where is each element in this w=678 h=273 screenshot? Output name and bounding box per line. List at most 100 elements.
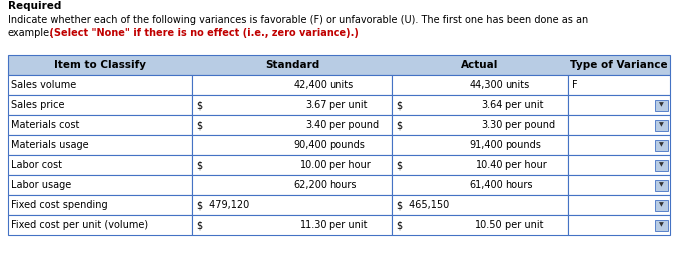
Text: 42,400: 42,400 [293, 80, 327, 90]
Text: 10.40: 10.40 [475, 160, 503, 170]
Text: per hour: per hour [329, 160, 371, 170]
Text: Materials cost: Materials cost [11, 120, 79, 130]
Text: Materials usage: Materials usage [11, 140, 89, 150]
Bar [192, 195, 392, 215]
Bar [568, 155, 670, 175]
Text: 3.64: 3.64 [481, 100, 503, 110]
Bar [192, 135, 392, 155]
Text: Sales price: Sales price [11, 100, 64, 110]
Bar [655, 99, 668, 111]
Text: 3.30: 3.30 [481, 120, 503, 130]
Text: $: $ [196, 100, 202, 110]
Text: Labor cost: Labor cost [11, 160, 62, 170]
Text: 479,120: 479,120 [206, 200, 250, 210]
Text: $: $ [196, 200, 202, 210]
Text: units: units [505, 80, 530, 90]
Bar [568, 115, 670, 135]
Bar [568, 175, 670, 195]
Bar [192, 155, 392, 175]
Text: pounds: pounds [505, 140, 541, 150]
Text: units: units [329, 80, 353, 90]
Text: Sales volume: Sales volume [11, 80, 76, 90]
Bar [392, 135, 568, 155]
Text: $: $ [396, 100, 402, 110]
Text: 465,150: 465,150 [406, 200, 450, 210]
Bar [8, 215, 192, 235]
Text: hours: hours [505, 180, 532, 190]
Bar [392, 95, 568, 115]
Bar [392, 115, 568, 135]
Bar [392, 175, 568, 195]
Text: F: F [572, 80, 578, 90]
Bar [655, 200, 668, 210]
Text: ▼: ▼ [659, 143, 664, 147]
Bar [655, 180, 668, 191]
Text: 10.50: 10.50 [475, 220, 503, 230]
Bar [192, 75, 392, 95]
Text: ▼: ▼ [659, 203, 664, 207]
Text: ▼: ▼ [659, 102, 664, 108]
Text: example.: example. [8, 28, 53, 38]
Text: per pound: per pound [505, 120, 555, 130]
Bar [655, 159, 668, 171]
Bar [8, 155, 192, 175]
Bar [568, 195, 670, 215]
Text: $: $ [196, 220, 202, 230]
Text: per unit: per unit [505, 100, 544, 110]
Bar [655, 120, 668, 130]
Text: per hour: per hour [505, 160, 546, 170]
Text: $: $ [396, 200, 402, 210]
Text: per unit: per unit [329, 220, 367, 230]
Text: 3.67: 3.67 [306, 100, 327, 110]
Text: Labor usage: Labor usage [11, 180, 71, 190]
Text: ▼: ▼ [659, 123, 664, 127]
Text: Standard: Standard [265, 60, 319, 70]
Text: 10.00: 10.00 [300, 160, 327, 170]
Text: ▼: ▼ [659, 162, 664, 168]
Text: $: $ [396, 220, 402, 230]
Bar [392, 195, 568, 215]
Bar [8, 135, 192, 155]
Text: 61,400: 61,400 [469, 180, 503, 190]
Text: ▼: ▼ [659, 182, 664, 188]
Text: $: $ [396, 120, 402, 130]
Bar [568, 135, 670, 155]
Bar [8, 175, 192, 195]
Text: pounds: pounds [329, 140, 365, 150]
Text: 90,400: 90,400 [294, 140, 327, 150]
Text: Required: Required [8, 1, 62, 11]
Text: per pound: per pound [329, 120, 379, 130]
Bar [568, 75, 670, 95]
Text: Indicate whether each of the following variances is favorable (F) or unfavorable: Indicate whether each of the following v… [8, 15, 589, 25]
Bar [392, 215, 568, 235]
Bar [8, 115, 192, 135]
Text: Type of Variance: Type of Variance [570, 60, 668, 70]
Text: hours: hours [329, 180, 357, 190]
Text: Item to Classify: Item to Classify [54, 60, 146, 70]
Text: 62,200: 62,200 [293, 180, 327, 190]
Bar [392, 75, 568, 95]
Text: 3.40: 3.40 [306, 120, 327, 130]
Text: $: $ [396, 160, 402, 170]
Text: $: $ [196, 160, 202, 170]
Text: 44,300: 44,300 [469, 80, 503, 90]
Text: Fixed cost per unit (volume): Fixed cost per unit (volume) [11, 220, 148, 230]
Text: per unit: per unit [505, 220, 544, 230]
Bar [8, 75, 192, 95]
Text: $: $ [196, 120, 202, 130]
Text: per unit: per unit [329, 100, 367, 110]
Text: 91,400: 91,400 [469, 140, 503, 150]
Bar [568, 95, 670, 115]
Bar [8, 95, 192, 115]
Text: ▼: ▼ [659, 222, 664, 227]
Bar [392, 155, 568, 175]
Bar [8, 55, 670, 75]
Bar [192, 95, 392, 115]
Bar [568, 215, 670, 235]
Text: Actual: Actual [461, 60, 499, 70]
Bar [655, 140, 668, 150]
Bar [192, 215, 392, 235]
Bar [655, 219, 668, 230]
Bar [192, 115, 392, 135]
Text: Fixed cost spending: Fixed cost spending [11, 200, 108, 210]
